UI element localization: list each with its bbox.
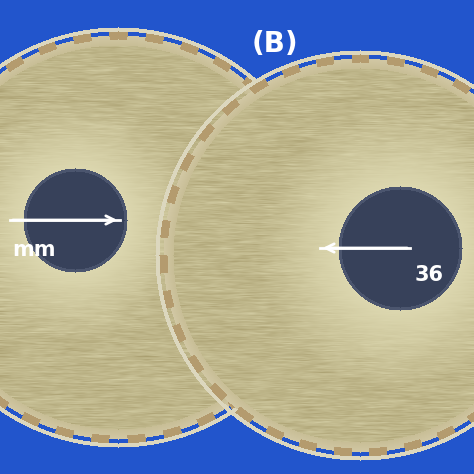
Text: 36: 36 bbox=[415, 265, 444, 285]
Text: (B): (B) bbox=[252, 30, 298, 58]
Text: mm: mm bbox=[12, 240, 55, 260]
